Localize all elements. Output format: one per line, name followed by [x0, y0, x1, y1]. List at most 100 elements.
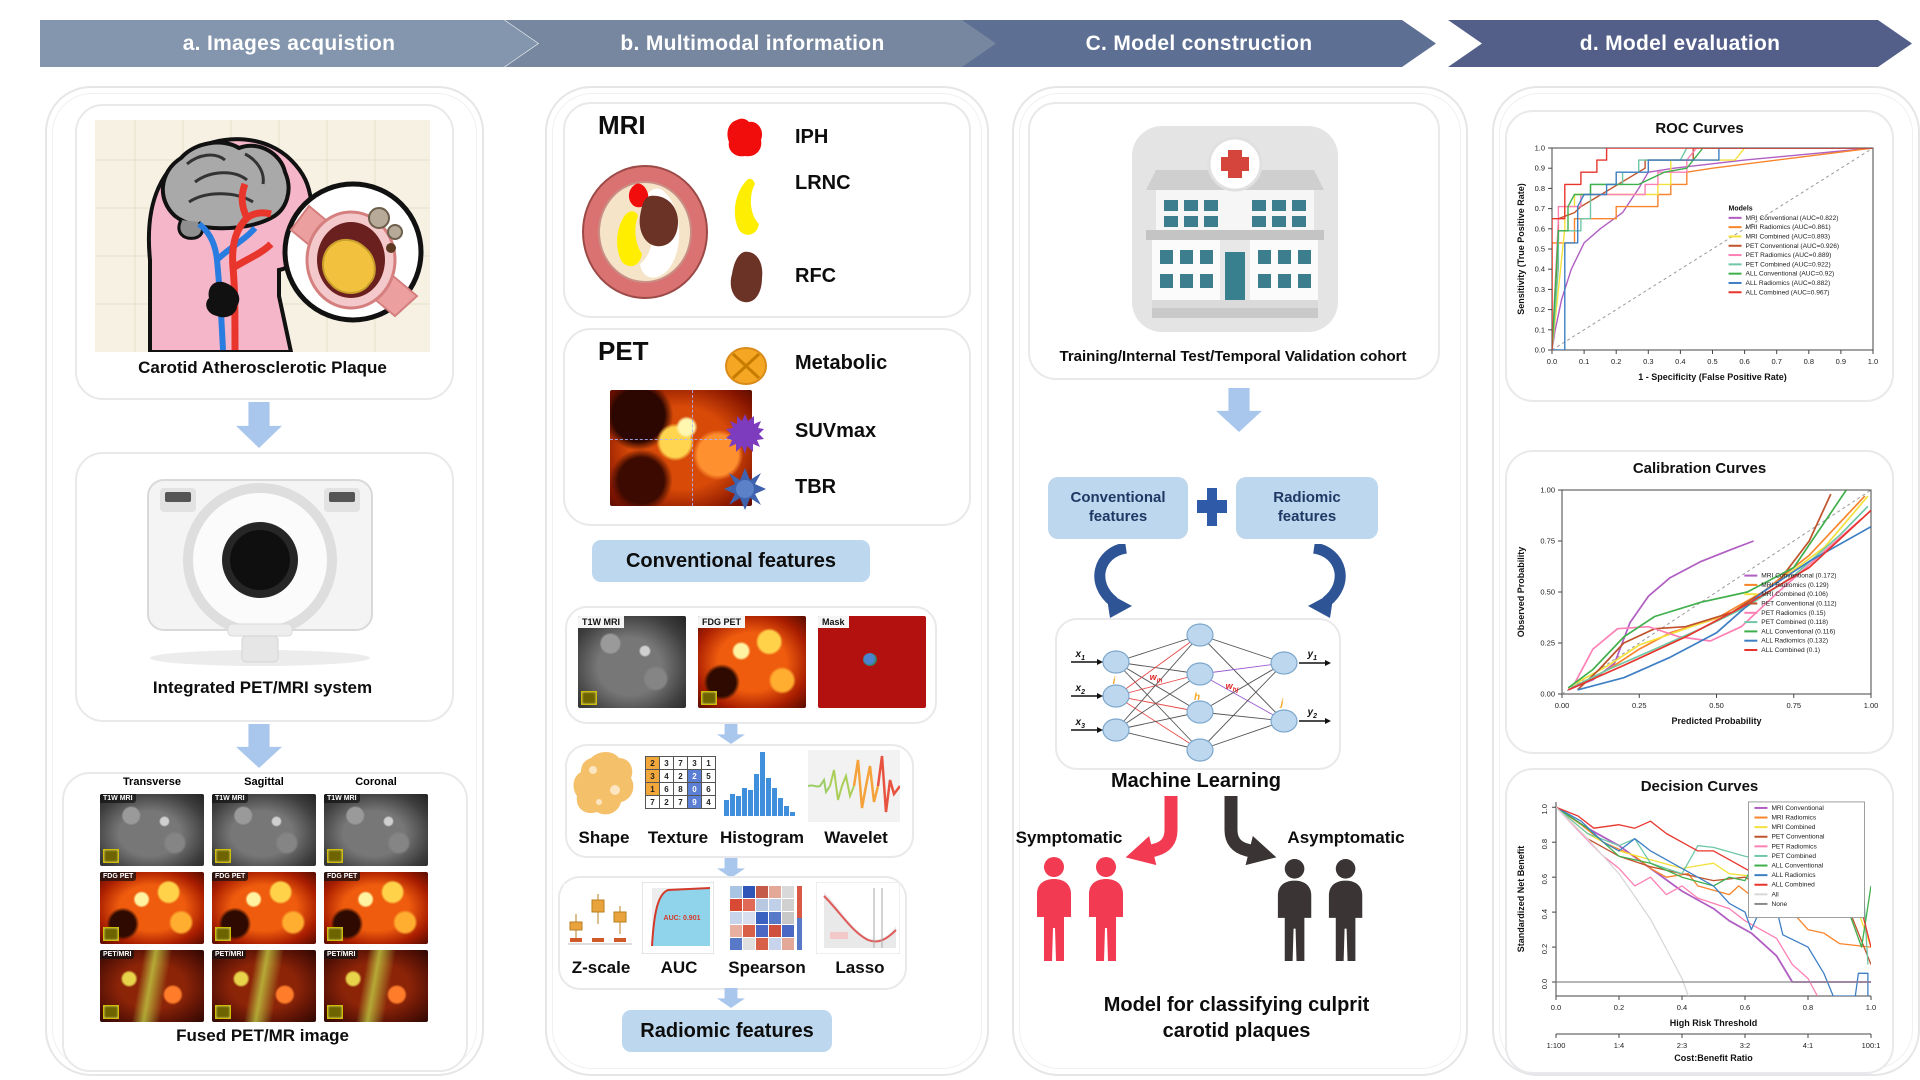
series-all-radiomics-0-132-	[1577, 525, 1871, 691]
legend-entry: ALL Radiomics	[1771, 872, 1816, 879]
symptomatic-persons-icon	[1037, 857, 1123, 961]
iph-icon	[727, 118, 763, 157]
svg-text:0.75: 0.75	[1786, 701, 1801, 710]
thumbnail-inset-icon	[215, 849, 231, 863]
calibration-card: Calibration Curves 0.00 0.25 0.50 0.75 1.00 0…	[1505, 450, 1894, 754]
series-all	[1556, 806, 1689, 996]
svg-text:0.3: 0.3	[1643, 357, 1653, 366]
svg-text:0.25: 0.25	[1540, 639, 1555, 648]
legend-entry: MRI Radiomics	[1771, 815, 1816, 822]
tbr-label: TBR	[795, 476, 837, 498]
legend-entry: MRI Conventional (AUC=0.822)	[1746, 215, 1839, 222]
segmentation-image-fdg-pet: FDG PET	[698, 616, 806, 708]
merge-arrows	[1094, 544, 1346, 618]
thumbnail-inset-icon	[103, 927, 119, 941]
auc-label: AUC	[660, 958, 698, 977]
legend-entry: PET Radiomics (0.15)	[1761, 610, 1825, 617]
radiomic-features-box: Radiomic features	[1236, 477, 1378, 539]
thumbnail-inset-icon	[581, 691, 597, 705]
spearson-icon	[726, 882, 806, 954]
thumbnail-inset-icon	[701, 691, 717, 705]
classification-arrows	[1125, 796, 1277, 866]
svg-text:0.6: 0.6	[1739, 357, 1749, 366]
roc-title: ROC Curves	[1655, 120, 1744, 137]
decision-title: Decision Curves	[1640, 778, 1759, 795]
legend-entry: PET Radiomics (AUC=0.889)	[1746, 252, 1832, 259]
column-header-sagittal: Sagittal	[244, 776, 284, 788]
cell-modality-label: FDG PET	[212, 872, 249, 881]
texture-cell: 6	[659, 782, 674, 796]
radiomic-features-box-label: Radiomic features	[1273, 489, 1341, 525]
segmentation-image-label: T1W MRI	[578, 616, 624, 628]
svg-text:1 - Specificity (False Positiv: 1 - Specificity (False Positive Rate)	[1638, 372, 1787, 382]
model-caption: Model for classifying culprit carotid pl…	[1103, 994, 1370, 1042]
series-mri-radiomics	[1556, 806, 1871, 948]
svg-text:1.0: 1.0	[1868, 357, 1878, 366]
thumbnail-inset-icon	[215, 1005, 231, 1019]
asymptomatic-label: Asymptomatic	[1287, 828, 1405, 847]
mri-title: MRI	[598, 110, 646, 140]
svg-text:1:100: 1:100	[1547, 1041, 1566, 1050]
svg-text:0.5: 0.5	[1535, 245, 1545, 254]
rfc-label: RFC	[795, 265, 837, 287]
texture-cell: 2	[673, 769, 688, 783]
texture-cell: 4	[659, 769, 674, 783]
legend-entry: ALL Conventional (0.116)	[1761, 628, 1835, 635]
conventional-features-box-label: Conventional features	[1070, 489, 1166, 525]
series-all-radiomics	[1556, 806, 1869, 996]
roc-chart: 0.0 0.1 0.2 0.3 0.4 0.5 0.6 0.7 0.8 0.9 1.0 0.0 0.1 0…	[1516, 144, 1878, 383]
svg-text:0.7: 0.7	[1535, 204, 1545, 213]
header-step-b-label: b. Multimodal information	[620, 31, 885, 55]
svg-text:1.0: 1.0	[1866, 1003, 1876, 1012]
texture-cell: 9	[687, 795, 702, 809]
legend-entry: PET Radiomics	[1771, 843, 1817, 850]
series-mri-combined-0-106-	[1570, 495, 1869, 687]
calibration-title: Calibration Curves	[1632, 460, 1767, 477]
svg-text:4:1: 4:1	[1803, 1041, 1813, 1050]
conventional-features-badge: Conventional features	[592, 540, 870, 582]
series-pet-combined-0-118-	[1570, 505, 1869, 689]
svg-text:Predicted Probability: Predicted Probability	[1671, 716, 1761, 726]
legend-entry: ALL Radiomics (0.132)	[1761, 638, 1828, 645]
legend-entry: ALL Combined	[1771, 882, 1815, 889]
iph-label: IPH	[795, 126, 829, 148]
auc-inner-label: AUC: 0.901	[664, 915, 701, 922]
svg-text:h: h	[1194, 692, 1200, 703]
svg-text:x2: x2	[1075, 683, 1086, 696]
series-pet-conventional-0-112-	[1576, 493, 1832, 691]
machine-learning-caption: Machine Learning	[1110, 770, 1282, 792]
svg-text:0.9: 0.9	[1535, 164, 1545, 173]
texture-cell: 3	[645, 769, 660, 783]
svg-text:0.7: 0.7	[1771, 357, 1781, 366]
texture-cell: 0	[687, 782, 702, 796]
lrnc-label: LRNC	[795, 172, 851, 194]
thumbnail-inset-icon	[327, 849, 343, 863]
fused-grid-cell: PET/MRI	[324, 950, 428, 1022]
segmentation-image-label: FDG PET	[698, 616, 746, 628]
svg-text:0.6: 0.6	[1540, 874, 1549, 884]
legend-entry: PET Conventional	[1771, 834, 1825, 841]
texture-cell: 2	[687, 769, 702, 783]
rfc-icon	[730, 251, 763, 303]
svg-text:1.0: 1.0	[1540, 804, 1549, 814]
series-mri-conventional	[1556, 806, 1871, 983]
svg-text:0.0: 0.0	[1535, 346, 1545, 355]
suvmax-label: SUVmax	[795, 420, 877, 442]
svg-text:i: i	[1113, 676, 1116, 687]
legend-entry: PET Combined	[1771, 853, 1816, 860]
series-all-combined-auc-0-967-	[1552, 148, 1873, 350]
series-all-combined-0-1-	[1567, 509, 1871, 691]
series-mri-conventional-auc-0-822-	[1552, 148, 1873, 350]
svg-text:0.4: 0.4	[1677, 1003, 1687, 1012]
header-step-a-label: a. Images acquistion	[182, 31, 396, 55]
fused-image-grid: Transverse Sagittal Coronal T1W MRI T1W MRI T…	[100, 776, 430, 1022]
legend-entry: MRI Combined (AUC=0.893)	[1746, 233, 1830, 240]
svg-text:Standardized Net Benefit: Standardized Net Benefit	[1516, 846, 1526, 953]
pet-mri-scanner-illustration	[147, 479, 373, 666]
svg-text:1:4: 1:4	[1614, 1041, 1624, 1050]
legend-entry: MRI Conventional	[1771, 805, 1824, 812]
texture-cell: 3	[659, 756, 674, 770]
cell-modality-label: PET/MRI	[100, 950, 135, 959]
